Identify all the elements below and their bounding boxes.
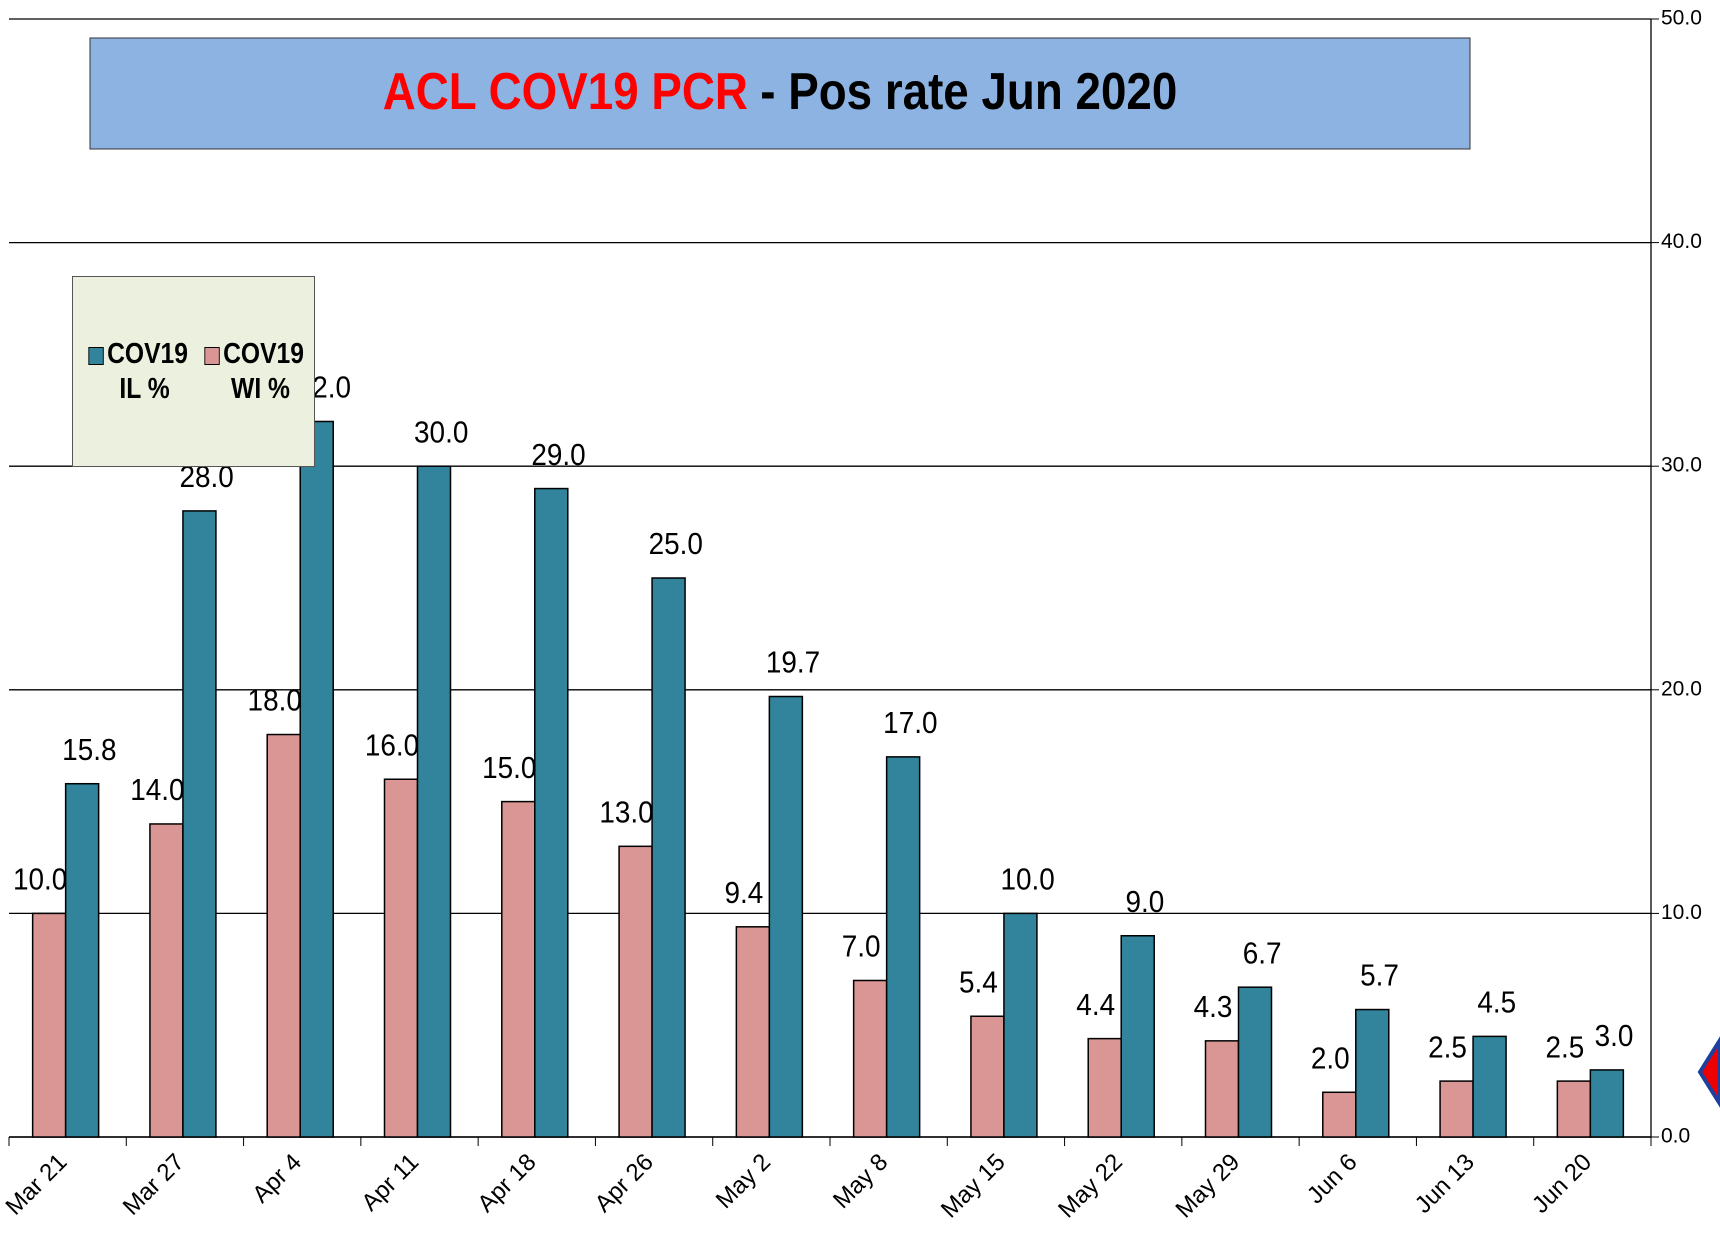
- bar: [383, 778, 419, 1138]
- value-label: 5.7: [1360, 958, 1399, 993]
- bar: [1322, 1091, 1357, 1138]
- value-label: 6.7: [1243, 936, 1282, 971]
- bar: [1589, 1069, 1625, 1138]
- bar: [1003, 912, 1038, 1138]
- value-label: 10.0: [13, 862, 67, 897]
- value-label: 16.0: [365, 728, 419, 763]
- bar: [64, 782, 100, 1138]
- bar: [1439, 1080, 1474, 1138]
- x-tick-label: May 2: [711, 1149, 776, 1214]
- x-tick-label: May 15: [936, 1149, 1011, 1224]
- x-tick-label: May 29: [1170, 1149, 1245, 1224]
- value-label: 9.4: [724, 876, 763, 911]
- chart-title: ACL COV19 PCR - Pos rate Jun 2020: [383, 63, 1178, 120]
- x-tick-label: Apr 4: [247, 1149, 307, 1209]
- x-tick-label: May 8: [828, 1149, 893, 1214]
- bar: [1204, 1040, 1240, 1138]
- bar: [182, 510, 217, 1138]
- value-label: 2.0: [1311, 1041, 1350, 1076]
- value-label: 2.5: [1428, 1030, 1467, 1065]
- bar: [651, 577, 686, 1138]
- legend-item: COV19 WI %: [203, 337, 304, 407]
- value-label: 17.0: [883, 706, 937, 741]
- bar: [149, 823, 184, 1138]
- value-label: 4.4: [1076, 987, 1115, 1022]
- bar: [416, 465, 452, 1138]
- value-label: 7.0: [842, 929, 881, 964]
- x-tick-label: Jun 13: [1410, 1149, 1480, 1219]
- bar: [1087, 1037, 1122, 1138]
- bar: [735, 926, 771, 1138]
- value-label: 4.3: [1194, 990, 1233, 1025]
- value-label: 4.5: [1477, 985, 1516, 1020]
- value-label: 3.0: [1595, 1019, 1634, 1054]
- value-label: 14.0: [130, 773, 184, 808]
- bar: [885, 756, 921, 1138]
- bar: [1120, 935, 1155, 1138]
- bar: [299, 420, 334, 1138]
- value-label: 19.7: [766, 645, 820, 680]
- bar: [852, 979, 888, 1138]
- title-box: [89, 37, 1471, 150]
- value-label: 15.8: [62, 733, 116, 768]
- value-label: 29.0: [531, 437, 585, 472]
- y-tick-label: 0.0: [1661, 1125, 1690, 1148]
- bar: [501, 800, 536, 1138]
- value-label: 18.0: [248, 683, 302, 718]
- bar: [768, 695, 804, 1138]
- x-tick-label: Apr 18: [472, 1149, 541, 1218]
- value-label: 30.0: [414, 415, 468, 450]
- legend-item: COV19 IL %: [87, 337, 188, 407]
- x-tick-label: May 22: [1053, 1149, 1128, 1224]
- legend-swatch: [203, 346, 220, 365]
- value-label: 10.0: [1000, 862, 1054, 897]
- y-tick-label: 30.0: [1661, 454, 1702, 477]
- x-tick-label: Jun 20: [1527, 1149, 1597, 1219]
- bar: [31, 912, 67, 1138]
- x-tick-label: Jun 6: [1302, 1149, 1363, 1210]
- value-label: 15.0: [482, 750, 536, 785]
- value-label: 25.0: [649, 527, 703, 562]
- bar: [534, 487, 569, 1138]
- legend-label: COV19 IL %: [106, 337, 188, 405]
- value-label: 9.0: [1126, 885, 1165, 920]
- x-tick-label: Mar 21: [0, 1149, 72, 1221]
- legend-swatch: [87, 346, 104, 365]
- bar: [266, 733, 301, 1138]
- x-tick-label: Apr 11: [356, 1149, 424, 1217]
- value-label: 13.0: [599, 795, 653, 830]
- legend-label: COV19 WI %: [222, 337, 304, 405]
- bar: [1556, 1080, 1592, 1138]
- y-tick-label: 20.0: [1661, 677, 1702, 700]
- y-tick-label: 50.0: [1661, 7, 1702, 30]
- bar: [1472, 1035, 1507, 1138]
- value-label: 2.5: [1545, 1030, 1584, 1065]
- nav-arrow[interactable]: [1697, 1036, 1720, 1108]
- bar: [1237, 986, 1273, 1138]
- y-tick-label: 10.0: [1661, 901, 1702, 924]
- value-label: 5.4: [959, 965, 998, 1000]
- title-red: ACL COV19 PCR: [383, 63, 748, 120]
- legend: COV19 IL % COV19 WI %: [72, 276, 315, 467]
- x-tick-label: Apr 26: [590, 1149, 659, 1218]
- bar: [1355, 1008, 1390, 1138]
- x-tick-label: Mar 27: [118, 1149, 190, 1221]
- y-tick-label: 40.0: [1661, 230, 1702, 253]
- title-black: - Pos rate Jun 2020: [760, 63, 1177, 120]
- bar: [618, 845, 653, 1138]
- bar: [970, 1015, 1005, 1138]
